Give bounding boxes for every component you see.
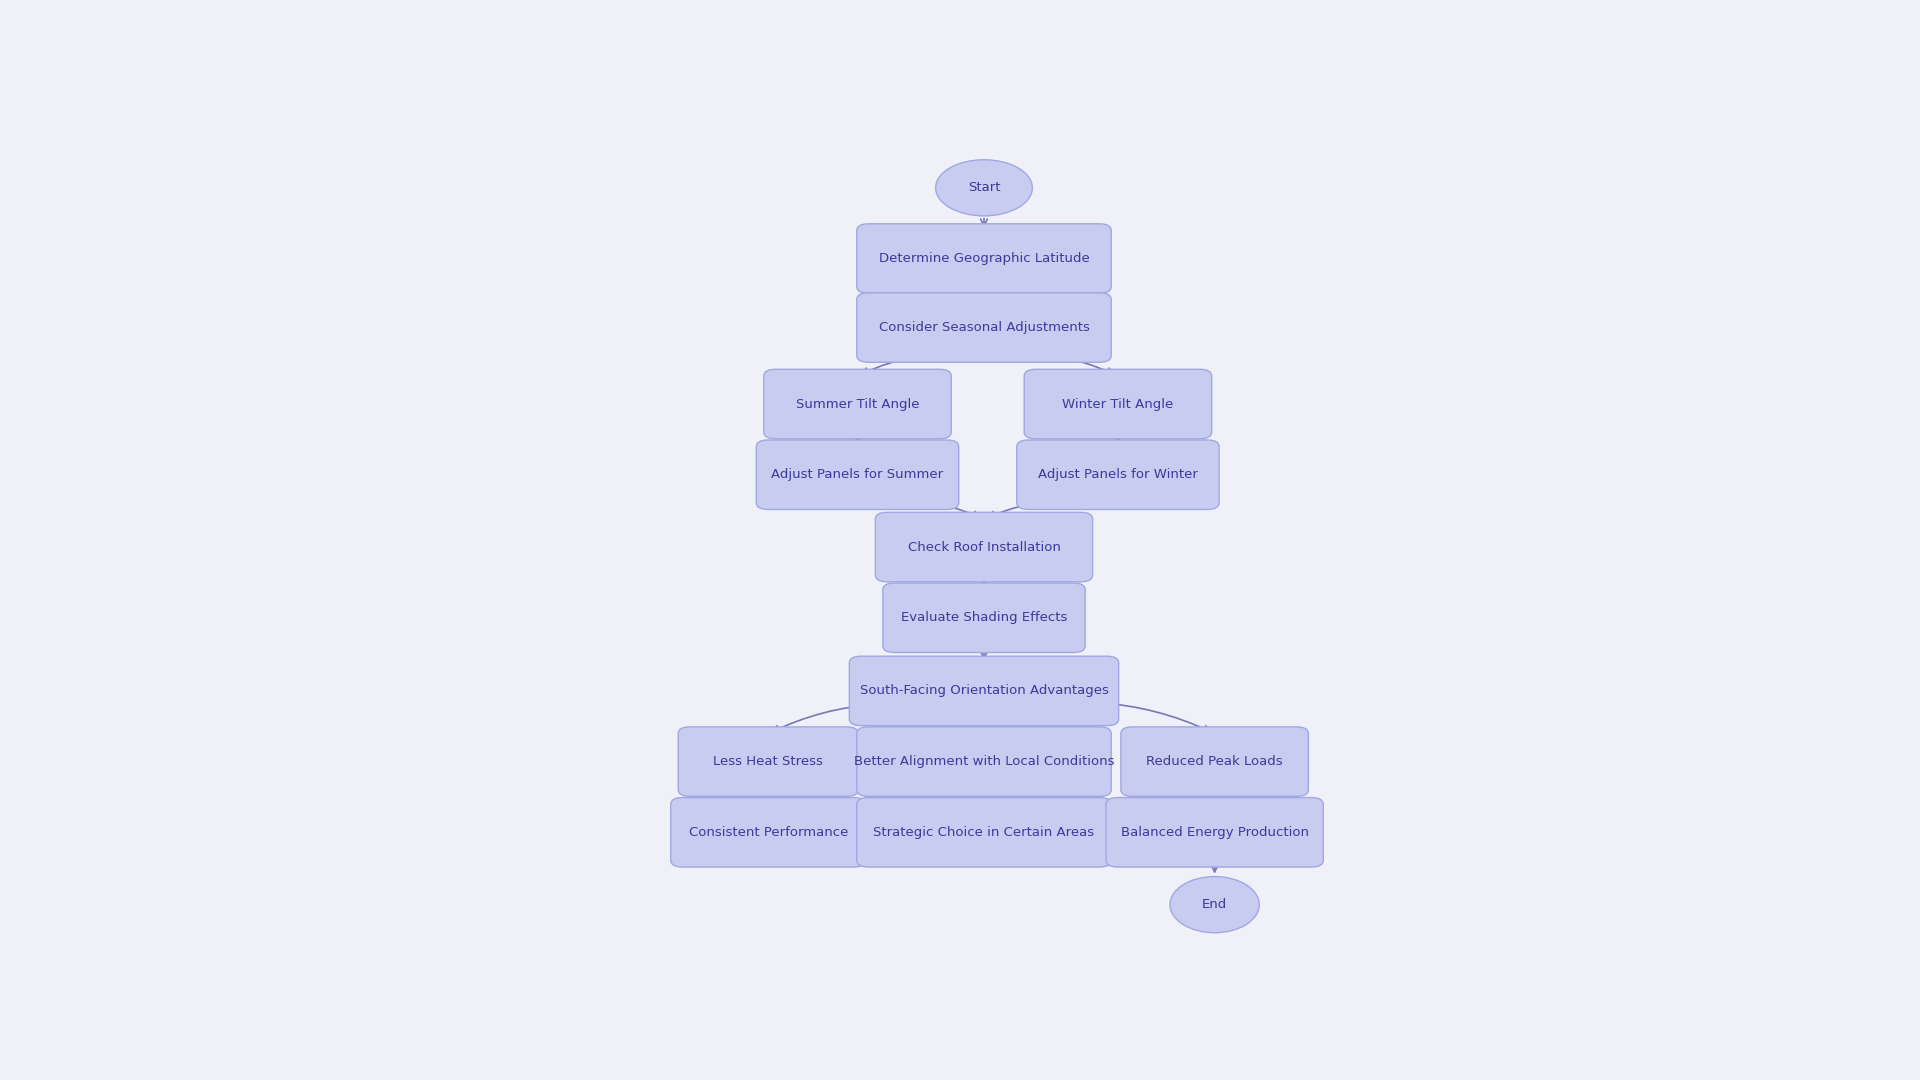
FancyBboxPatch shape bbox=[849, 657, 1119, 726]
FancyBboxPatch shape bbox=[1121, 727, 1308, 796]
FancyBboxPatch shape bbox=[1018, 440, 1219, 510]
FancyBboxPatch shape bbox=[883, 583, 1085, 652]
FancyBboxPatch shape bbox=[856, 797, 1112, 867]
FancyBboxPatch shape bbox=[876, 512, 1092, 582]
Text: Adjust Panels for Summer: Adjust Panels for Summer bbox=[772, 469, 943, 482]
FancyBboxPatch shape bbox=[1106, 797, 1323, 867]
Text: Evaluate Shading Effects: Evaluate Shading Effects bbox=[900, 611, 1068, 624]
Text: Balanced Energy Production: Balanced Energy Production bbox=[1121, 826, 1309, 839]
Text: Reduced Peak Loads: Reduced Peak Loads bbox=[1146, 755, 1283, 768]
Text: Start: Start bbox=[968, 181, 1000, 194]
FancyBboxPatch shape bbox=[764, 369, 950, 438]
Text: Consistent Performance: Consistent Performance bbox=[689, 826, 849, 839]
Text: End: End bbox=[1202, 899, 1227, 912]
FancyBboxPatch shape bbox=[678, 727, 858, 796]
Text: Adjust Panels for Winter: Adjust Panels for Winter bbox=[1039, 469, 1198, 482]
FancyBboxPatch shape bbox=[756, 440, 958, 510]
Ellipse shape bbox=[1169, 877, 1260, 933]
FancyBboxPatch shape bbox=[856, 727, 1112, 796]
Ellipse shape bbox=[935, 160, 1033, 216]
FancyBboxPatch shape bbox=[1023, 369, 1212, 438]
Text: Consider Seasonal Adjustments: Consider Seasonal Adjustments bbox=[879, 321, 1089, 334]
FancyBboxPatch shape bbox=[856, 293, 1112, 362]
Text: Winter Tilt Angle: Winter Tilt Angle bbox=[1062, 397, 1173, 410]
FancyBboxPatch shape bbox=[856, 224, 1112, 294]
Text: Summer Tilt Angle: Summer Tilt Angle bbox=[795, 397, 920, 410]
Text: Strategic Choice in Certain Areas: Strategic Choice in Certain Areas bbox=[874, 826, 1094, 839]
Text: Determine Geographic Latitude: Determine Geographic Latitude bbox=[879, 252, 1089, 265]
Text: Check Roof Installation: Check Roof Installation bbox=[908, 541, 1060, 554]
Text: Better Alignment with Local Conditions: Better Alignment with Local Conditions bbox=[854, 755, 1114, 768]
Text: Less Heat Stress: Less Heat Stress bbox=[714, 755, 824, 768]
Text: South-Facing Orientation Advantages: South-Facing Orientation Advantages bbox=[860, 685, 1108, 698]
FancyBboxPatch shape bbox=[670, 797, 866, 867]
